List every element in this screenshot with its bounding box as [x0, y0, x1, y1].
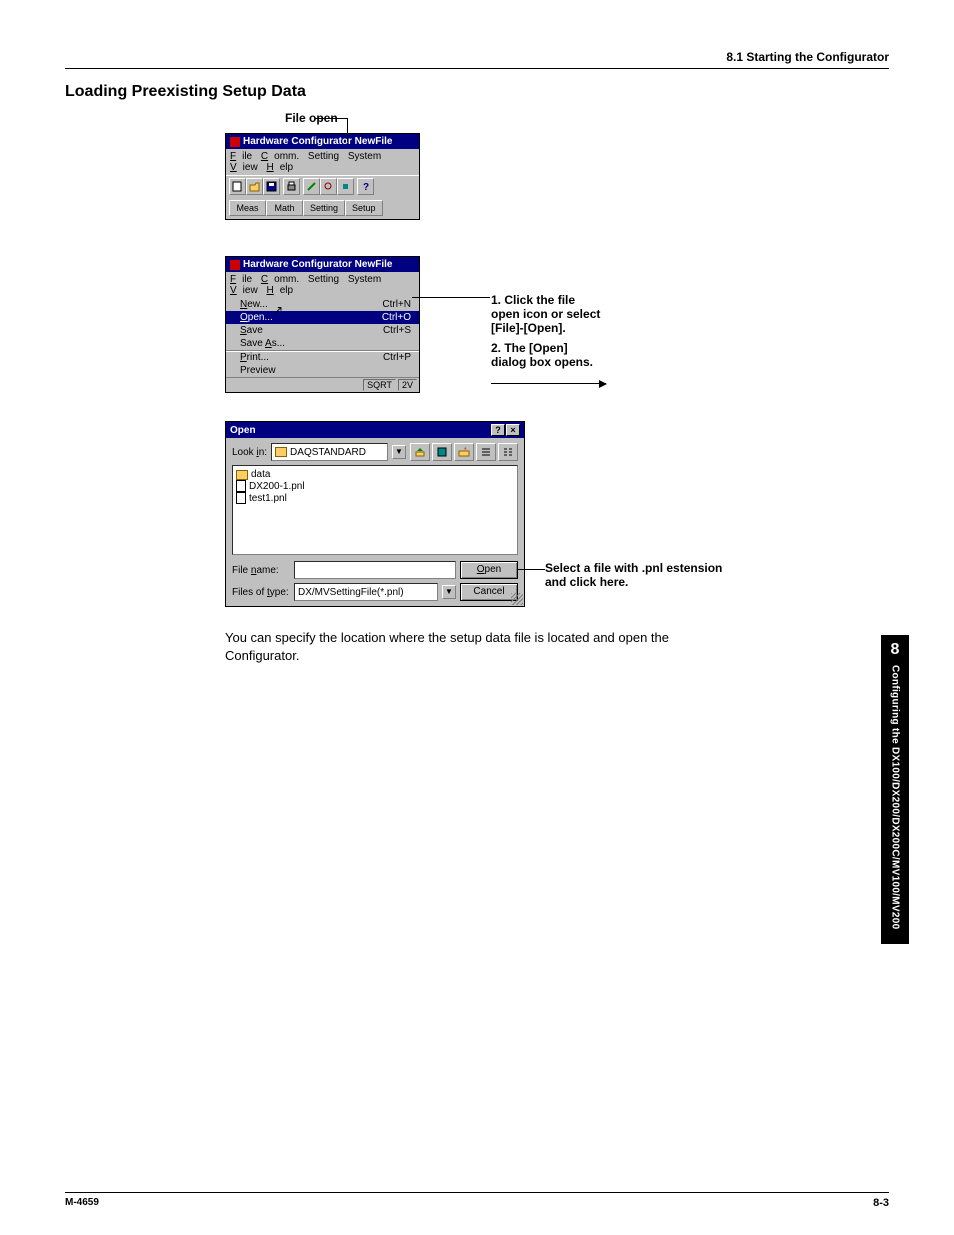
window-title-2: Hardware Configurator NewFile [243, 259, 392, 270]
running-header: 8.1 Starting the Configurator [65, 50, 889, 69]
page: 8.1 Starting the Configurator Loading Pr… [0, 0, 954, 1235]
lookin-combo[interactable]: DAQSTANDARD [271, 443, 388, 461]
up-folder-icon[interactable] [410, 443, 430, 461]
save-icon[interactable] [263, 178, 280, 195]
menu-setting[interactable]: Setting [308, 151, 339, 162]
menu-system[interactable]: System [348, 151, 381, 162]
filetype-combo[interactable]: DX/MVSettingFile(*.pnl) [294, 583, 438, 601]
leader-vertical [347, 118, 348, 142]
folder-icon [275, 447, 287, 457]
lookin-value: DAQSTANDARD [290, 447, 366, 458]
status-2v: 2V [398, 379, 417, 391]
desktop-icon[interactable] [432, 443, 452, 461]
filename-label: File name: [232, 565, 290, 576]
menu-item-open[interactable]: Open...Ctrl+O [226, 311, 419, 324]
leader-open [517, 569, 545, 570]
statusbar: SQRT 2V [226, 377, 419, 392]
file-icon [236, 480, 246, 492]
menu-item-save[interactable]: SaveCtrl+S [226, 324, 419, 337]
cancel-button[interactable]: Cancel [460, 583, 518, 601]
tab-setting[interactable]: Setting [303, 200, 345, 216]
menu-system-2[interactable]: System [348, 274, 381, 285]
callouts: 1. Click the file open icon or select [F… [491, 293, 606, 387]
tab-meas[interactable]: Meas [229, 200, 266, 216]
open-dialog: Open ? × Look in: DAQSTANDARD ▼ [225, 421, 525, 607]
leader-horizontal [315, 118, 347, 119]
tool-icon-3[interactable] [337, 178, 354, 195]
menu-view[interactable]: View [230, 162, 258, 173]
folder-icon [236, 470, 248, 480]
tool-icon-2[interactable] [320, 178, 337, 195]
menubar-2[interactable]: File Comm. Setting System View Help [226, 272, 419, 298]
section-title: Loading Preexisting Setup Data [65, 83, 889, 101]
help-button-icon[interactable]: ? [491, 424, 505, 436]
footer-doc-id: M-4659 [65, 1197, 99, 1209]
file-icon [236, 492, 246, 504]
filename-input[interactable] [294, 561, 456, 579]
window-titlebar-2: Hardware Configurator NewFile [226, 257, 419, 272]
open-dialog-title: Open [230, 425, 256, 436]
menu-comm[interactable]: Comm. [261, 151, 299, 162]
svg-text:?: ? [363, 182, 369, 192]
file-item-1[interactable]: DX200-1.pnl [236, 480, 514, 492]
callout-step-1: 1. Click the file open icon or select [F… [491, 293, 606, 335]
svg-text:*: * [464, 447, 467, 454]
arrow-right-icon [491, 383, 606, 384]
leader-to-callout [412, 297, 490, 298]
page-footer: M-4659 8-3 [65, 1192, 889, 1209]
menu-item-saveas[interactable]: Save As... [226, 337, 419, 350]
menu-file[interactable]: File [230, 151, 252, 162]
menu-item-print[interactable]: Print...Ctrl+P [226, 350, 419, 364]
file-menu-dropdown: New...Ctrl+N Open...Ctrl+O SaveCtrl+S Sa… [226, 298, 419, 377]
tab-setup[interactable]: Setup [345, 200, 383, 216]
callout-step-2: 2. The [Open] dialog box opens. [491, 341, 606, 369]
menu-setting-2[interactable]: Setting [308, 274, 339, 285]
resize-grip-icon[interactable] [511, 593, 523, 605]
figure-area: File open Hardware Configurator NewFile … [225, 111, 889, 607]
menu-item-new[interactable]: New...Ctrl+N [226, 298, 419, 311]
file-item-folder[interactable]: data [236, 469, 514, 480]
chapter-tab: 8 Configuring the DX100/DX200/DX200C/MV1… [881, 635, 909, 944]
chevron-down-icon[interactable]: ▼ [442, 585, 456, 599]
tab-math[interactable]: Math [266, 200, 303, 216]
toolbar: ? [226, 175, 419, 197]
print-icon[interactable] [283, 178, 300, 195]
chapter-number: 8 [881, 641, 909, 659]
new-file-icon[interactable] [229, 178, 246, 195]
menu-help-2[interactable]: Help [266, 285, 293, 296]
list-view-icon[interactable] [476, 443, 496, 461]
app-icon-2 [230, 260, 240, 270]
open-file-icon[interactable] [246, 178, 263, 195]
menubar[interactable]: File Comm. Setting System View Help [226, 149, 419, 175]
open-dialog-titlebar: Open ? × [226, 422, 524, 438]
body-text: You can specify the location where the s… [225, 629, 745, 664]
filemenu-window: Hardware Configurator NewFile File Comm.… [225, 256, 420, 393]
file-item-2[interactable]: test1.pnl [236, 492, 514, 504]
open-callout: Select a file with .pnl estension and cl… [545, 561, 722, 589]
toolbar-window: Hardware Configurator NewFile File Comm.… [225, 133, 420, 220]
menu-item-preview[interactable]: Preview [226, 364, 419, 377]
tool-icon-1[interactable] [303, 178, 320, 195]
new-folder-icon[interactable]: * [454, 443, 474, 461]
lookin-label: Look in: [232, 447, 267, 458]
menu-view-2[interactable]: View [230, 285, 258, 296]
help-icon[interactable]: ? [357, 178, 374, 195]
app-icon [230, 137, 240, 147]
tab-row: Meas Math Setting Setup [226, 197, 419, 219]
details-view-icon[interactable] [498, 443, 518, 461]
status-sqrt: SQRT [363, 379, 396, 391]
menu-file-2[interactable]: File [230, 274, 252, 285]
chevron-down-icon[interactable]: ▼ [392, 445, 406, 459]
window-titlebar: Hardware Configurator NewFile [226, 134, 419, 149]
footer-page-number: 8-3 [873, 1197, 889, 1209]
menu-comm-2[interactable]: Comm. [261, 274, 299, 285]
window-title: Hardware Configurator NewFile [243, 136, 392, 147]
open-button[interactable]: Open [460, 561, 518, 579]
filetype-label: Files of type: [232, 587, 290, 598]
close-icon[interactable]: × [506, 424, 520, 436]
chapter-title: Configuring the DX100/DX200/DX200C/MV100… [890, 665, 901, 929]
menu-help[interactable]: Help [266, 162, 293, 173]
file-list-pane[interactable]: data DX200-1.pnl test1.pnl [232, 465, 518, 555]
